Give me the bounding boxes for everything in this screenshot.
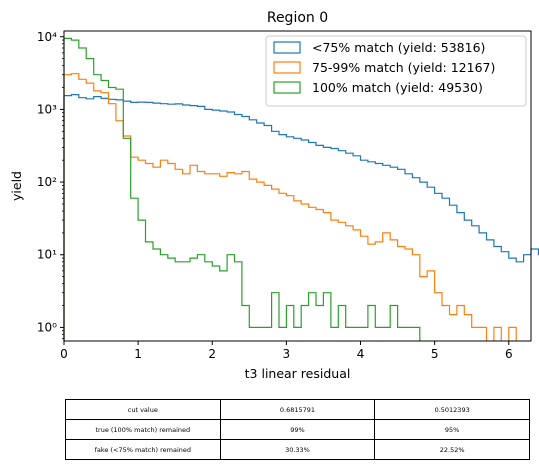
row-label: cut value — [65, 399, 221, 420]
table-cell: 30.33% — [219, 439, 376, 460]
series-0-step-line — [63, 94, 539, 341]
legend-swatch — [273, 41, 301, 54]
plot-frame — [63, 30, 532, 342]
y-tick-label: 10² — [37, 175, 57, 189]
table-cell: 95% — [374, 419, 530, 440]
cut-summary-table: cut value 0.6815791 0.5012393 true (100%… — [65, 399, 530, 460]
legend-frame — [265, 35, 527, 107]
x-tick-label: 6 — [505, 347, 513, 361]
legend-label: <75% match (yield: 53816) — [312, 40, 485, 55]
x-tick-label: 3 — [283, 347, 291, 361]
table-cell: 99% — [219, 419, 376, 440]
table-row: fake (<75% match) remained 30.33% 22.52% — [65, 439, 530, 460]
x-tick-label: 1 — [134, 347, 142, 361]
row-label: fake (<75% match) remained — [65, 439, 221, 460]
series-1-step-line — [63, 73, 517, 341]
y-tick-label: 10⁰ — [37, 320, 57, 334]
legend-swatch — [273, 81, 301, 94]
y-axis-label: yield — [9, 171, 24, 201]
x-tick-label: 5 — [431, 347, 439, 361]
chart-title: Region 0 — [267, 10, 328, 26]
histogram-series — [63, 37, 539, 341]
table-cell: 22.52% — [374, 439, 530, 460]
legend-swatch — [273, 61, 301, 74]
table-cell: 0.6815791 — [219, 399, 376, 420]
legend-label: 100% match (yield: 49530) — [312, 80, 483, 95]
y-tick-label: 10³ — [37, 102, 57, 116]
series-2-step-line — [63, 37, 421, 341]
table-row: true (100% match) remained 99% 95% — [65, 419, 530, 440]
legend: <75% match (yield: 53816) 75-99% match (y… — [265, 35, 527, 107]
table-cell: 0.5012393 — [374, 399, 530, 420]
x-tick-label: 0 — [60, 347, 68, 361]
x-tick-label: 4 — [357, 347, 365, 361]
x-axis-label: t3 linear residual — [245, 366, 351, 380]
x-tick-label: 2 — [208, 347, 216, 361]
histogram-figure: Region 0 0 1 2 3 4 5 6 10⁰ 10¹ 10² 10³ 10⁴ t3 linea… — [9, 10, 539, 380]
y-tick-label: 10¹ — [37, 248, 57, 262]
row-label: true (100% match) remained — [65, 419, 221, 440]
table-row: cut value 0.6815791 0.5012393 — [65, 399, 530, 420]
legend-label: 75-99% match (yield: 12167) — [312, 60, 495, 75]
y-tick-label: 10⁴ — [37, 30, 57, 44]
axes: 0 1 2 3 4 5 6 10⁰ 10¹ 10² 10³ 10⁴ — [37, 30, 513, 361]
